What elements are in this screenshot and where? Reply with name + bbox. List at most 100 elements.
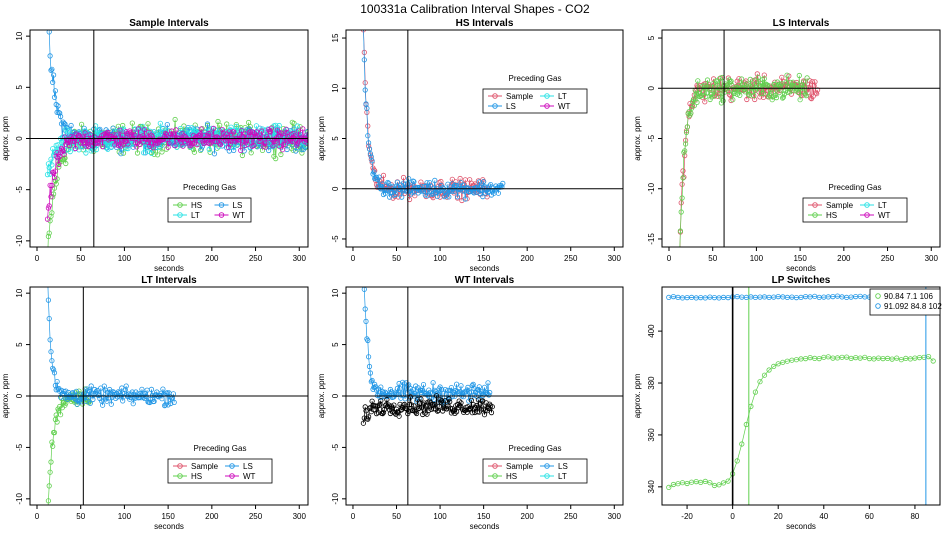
data-point (679, 195, 685, 201)
data-point (862, 354, 868, 360)
data-point (54, 109, 60, 116)
data-point (60, 148, 66, 154)
data-point (88, 383, 94, 389)
y-tick-label: 10 (15, 288, 24, 297)
data-point (251, 142, 257, 149)
data-point (406, 176, 412, 182)
legend-entry: LT (860, 201, 887, 210)
data-point (434, 193, 441, 199)
data-point (273, 122, 279, 128)
x-tick-label: 250 (881, 254, 895, 263)
data-point (761, 76, 767, 82)
data-point (761, 72, 767, 78)
x-tick-label: 40 (819, 512, 828, 521)
data-point (690, 96, 697, 103)
legend-label: 91.092 84.8 102 (884, 302, 942, 311)
data-point (420, 387, 426, 393)
y-tick-label: -5 (15, 186, 24, 194)
legend-entry: Sample (488, 92, 534, 101)
data-point (378, 398, 384, 404)
data-point (108, 401, 114, 407)
plot-frame (345, 29, 624, 248)
data-point (495, 190, 501, 196)
data-point (282, 141, 288, 147)
data-point (682, 153, 688, 159)
figure-title: 100331a Calibration Interval Shapes - CO… (360, 2, 590, 16)
data-point (411, 403, 417, 409)
data-point (453, 409, 460, 415)
data-point (201, 140, 207, 147)
x-tick-label: 200 (521, 254, 535, 263)
plot-area (346, 287, 623, 505)
data-point (48, 213, 54, 219)
data-point (276, 122, 282, 129)
data-point (118, 127, 124, 133)
data-point (786, 89, 793, 95)
data-point (100, 402, 106, 408)
data-point (365, 354, 372, 360)
data-point (59, 147, 65, 153)
data-point (889, 356, 895, 362)
data-point (171, 399, 177, 405)
data-point (666, 484, 672, 490)
data-point (381, 406, 387, 413)
x-tick-label: 50 (392, 254, 401, 263)
data-point (695, 78, 701, 84)
data-point (363, 318, 369, 324)
x-tick-label: 80 (910, 512, 919, 521)
data-point (396, 380, 402, 387)
series-line (679, 75, 808, 247)
data-point (411, 179, 417, 185)
data-point (682, 141, 689, 147)
data-point (444, 406, 450, 412)
data-point (276, 143, 282, 149)
data-point (365, 140, 372, 146)
data-point (107, 389, 114, 395)
data-point (702, 99, 708, 105)
data-point (474, 184, 480, 190)
legend-swatch-point (812, 202, 818, 208)
data-point (484, 184, 490, 190)
legend-swatch-point (492, 463, 498, 469)
data-point (419, 405, 425, 411)
data-point (290, 147, 296, 153)
data-point (678, 200, 684, 206)
data-point (694, 99, 700, 106)
x-tick-label: 250 (564, 254, 578, 263)
data-point (368, 379, 374, 385)
data-point (295, 128, 301, 134)
data-point (436, 189, 442, 195)
data-point (722, 89, 728, 95)
y-tick-label: 15 (331, 33, 340, 42)
plot-area (30, 30, 308, 247)
data-point (104, 130, 110, 136)
data-point (57, 412, 64, 418)
plot-area (666, 287, 936, 505)
legend-entry: LT (173, 211, 200, 220)
legend-swatch-point (229, 463, 235, 469)
data-point (63, 160, 69, 167)
legend-entry: LS (225, 462, 253, 471)
data-point (72, 138, 78, 144)
data-point (162, 402, 169, 408)
data-point (760, 90, 767, 96)
legend-entry: WT (225, 472, 256, 481)
data-point (426, 180, 433, 186)
panel-1: Sample Intervals 0 50 100 150 200 250 300 -10 -5 0… (1, 18, 309, 273)
x-tick-label: -20 (681, 512, 693, 521)
data-point (452, 410, 458, 416)
data-point (54, 176, 60, 182)
data-point (366, 363, 373, 370)
panel-title: LS Intervals (773, 18, 830, 29)
data-point (54, 419, 60, 425)
data-point (50, 79, 56, 86)
legend-swatch-point (544, 473, 550, 479)
x-tick-label: 300 (925, 254, 939, 263)
series-hs (45, 386, 93, 505)
legend-entry: WT (214, 211, 245, 220)
legend-label: WT (878, 211, 891, 220)
data-point (181, 123, 187, 129)
data-point (63, 388, 69, 394)
x-tick-label: 200 (837, 254, 851, 263)
